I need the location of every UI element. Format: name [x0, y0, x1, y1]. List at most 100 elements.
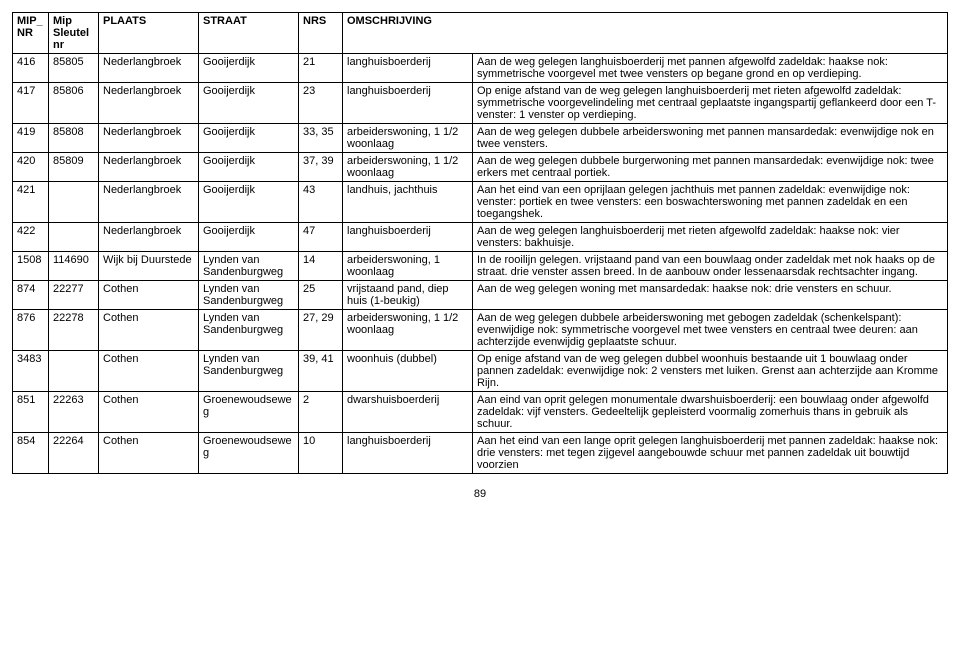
cell-mip_nr: 417 [13, 83, 49, 124]
cell-sleutel: 22278 [49, 310, 99, 351]
cell-nrs: 23 [299, 83, 343, 124]
cell-plaats: Cothen [99, 281, 199, 310]
cell-straat: Gooijerdijk [199, 83, 299, 124]
cell-mip_nr: 874 [13, 281, 49, 310]
cell-omschrijving: arbeiderswoning, 1 woonlaag [343, 252, 473, 281]
cell-omschrijving: langhuisboerderij [343, 54, 473, 83]
cell-mip_nr: 416 [13, 54, 49, 83]
cell-sleutel: 85808 [49, 124, 99, 153]
cell-mip_nr: 3483 [13, 351, 49, 392]
cell-straat: Gooijerdijk [199, 223, 299, 252]
cell-plaats: Nederlangbroek [99, 182, 199, 223]
cell-nrs: 37, 39 [299, 153, 343, 182]
cell-plaats: Cothen [99, 310, 199, 351]
table-row: 42085809NederlangbroekGooijerdijk37, 39a… [13, 153, 948, 182]
cell-straat: Gooijerdijk [199, 182, 299, 223]
cell-omschrijving: langhuisboerderij [343, 83, 473, 124]
cell-nrs: 25 [299, 281, 343, 310]
cell-desc: Aan eind van oprit gelegen monumentale d… [473, 392, 948, 433]
cell-straat: Gooijerdijk [199, 153, 299, 182]
table-row: 1508114690Wijk bij DuurstedeLynden van S… [13, 252, 948, 281]
table-row: 41685805NederlangbroekGooijerdijk21langh… [13, 54, 948, 83]
cell-mip_nr: 422 [13, 223, 49, 252]
header-omschrijving: OMSCHRIJVING [343, 13, 948, 54]
cell-nrs: 39, 41 [299, 351, 343, 392]
cell-desc: Aan de weg gelegen dubbele burgerwoning … [473, 153, 948, 182]
cell-sleutel: 22264 [49, 433, 99, 474]
cell-omschrijving: vrijstaand pand, diep huis (1-beukig) [343, 281, 473, 310]
table-row: 85422264CothenGroenewoudsewe g10langhuis… [13, 433, 948, 474]
cell-desc: Aan het eind van een lange oprit gelegen… [473, 433, 948, 474]
cell-mip_nr: 420 [13, 153, 49, 182]
cell-plaats: Cothen [99, 392, 199, 433]
cell-omschrijving: arbeiderswoning, 1 1/2 woonlaag [343, 124, 473, 153]
cell-sleutel: 85806 [49, 83, 99, 124]
cell-mip_nr: 851 [13, 392, 49, 433]
header-nrs: NRS [299, 13, 343, 54]
cell-straat: Groenewoudsewe g [199, 433, 299, 474]
cell-nrs: 33, 35 [299, 124, 343, 153]
cell-sleutel [49, 182, 99, 223]
cell-straat: Lynden van Sandenburgweg [199, 351, 299, 392]
header-plaats: PLAATS [99, 13, 199, 54]
cell-nrs: 10 [299, 433, 343, 474]
cell-omschrijving: arbeiderswoning, 1 1/2 woonlaag [343, 153, 473, 182]
header-straat: STRAAT [199, 13, 299, 54]
cell-mip_nr: 1508 [13, 252, 49, 281]
cell-straat: Gooijerdijk [199, 124, 299, 153]
cell-sleutel: 22277 [49, 281, 99, 310]
table-row: 3483CothenLynden van Sandenburgweg39, 41… [13, 351, 948, 392]
cell-nrs: 14 [299, 252, 343, 281]
cell-omschrijving: langhuisboerderij [343, 433, 473, 474]
table-row: 87422277CothenLynden van Sandenburgweg25… [13, 281, 948, 310]
cell-plaats: Nederlangbroek [99, 153, 199, 182]
cell-desc: Aan het eind van een oprijlaan gelegen j… [473, 182, 948, 223]
cell-plaats: Nederlangbroek [99, 83, 199, 124]
cell-omschrijving: woonhuis (dubbel) [343, 351, 473, 392]
header-mipnr: MIP_ NR [13, 13, 49, 54]
cell-desc: Op enige afstand van de weg gelegen dubb… [473, 351, 948, 392]
cell-straat: Lynden van Sandenburgweg [199, 281, 299, 310]
cell-omschrijving: arbeiderswoning, 1 1/2 woonlaag [343, 310, 473, 351]
cell-sleutel: 114690 [49, 252, 99, 281]
cell-omschrijving: landhuis, jachthuis [343, 182, 473, 223]
table-row: 41985808NederlangbroekGooijerdijk33, 35a… [13, 124, 948, 153]
cell-desc: Aan de weg gelegen langhuisboerderij met… [473, 54, 948, 83]
cell-desc: Aan de weg gelegen langhuisboerderij met… [473, 223, 948, 252]
cell-omschrijving: langhuisboerderij [343, 223, 473, 252]
table-body: 41685805NederlangbroekGooijerdijk21langh… [13, 54, 948, 474]
cell-nrs: 2 [299, 392, 343, 433]
cell-desc: In de rooilijn gelegen. vrijstaand pand … [473, 252, 948, 281]
cell-mip_nr: 419 [13, 124, 49, 153]
cell-desc: Op enige afstand van de weg gelegen lang… [473, 83, 948, 124]
table-row: 421 NederlangbroekGooijerdijk43landhuis, … [13, 182, 948, 223]
table-row: 422NederlangbroekGooijerdijk47langhuisbo… [13, 223, 948, 252]
cell-nrs: 47 [299, 223, 343, 252]
cell-mip_nr: 421 [13, 182, 49, 223]
cell-plaats: Wijk bij Duurstede [99, 252, 199, 281]
cell-sleutel: 22263 [49, 392, 99, 433]
header-sleutel: Mip Sleutel nr [49, 13, 99, 54]
cell-plaats: Cothen [99, 433, 199, 474]
cell-desc: Aan de weg gelegen dubbele arbeiderswoni… [473, 310, 948, 351]
cell-straat: Lynden van Sandenburgweg [199, 252, 299, 281]
data-table: MIP_ NR Mip Sleutel nr PLAATS STRAAT NRS… [12, 12, 948, 474]
cell-straat: Lynden van Sandenburgweg [199, 310, 299, 351]
cell-desc: Aan de weg gelegen dubbele arbeiderswoni… [473, 124, 948, 153]
cell-sleutel [49, 223, 99, 252]
cell-mip_nr: 854 [13, 433, 49, 474]
cell-nrs: 21 [299, 54, 343, 83]
cell-plaats: Nederlangbroek [99, 54, 199, 83]
header-row: MIP_ NR Mip Sleutel nr PLAATS STRAAT NRS… [13, 13, 948, 54]
cell-nrs: 43 [299, 182, 343, 223]
cell-desc: Aan de weg gelegen woning met mansardeda… [473, 281, 948, 310]
cell-omschrijving: dwarshuisboerderij [343, 392, 473, 433]
page-number: 89 [12, 488, 948, 500]
cell-straat: Groenewoudsewe g [199, 392, 299, 433]
cell-plaats: Nederlangbroek [99, 124, 199, 153]
cell-straat: Gooijerdijk [199, 54, 299, 83]
cell-nrs: 27, 29 [299, 310, 343, 351]
cell-sleutel [49, 351, 99, 392]
table-row: 87622278CothenLynden van Sandenburgweg27… [13, 310, 948, 351]
cell-mip_nr: 876 [13, 310, 49, 351]
